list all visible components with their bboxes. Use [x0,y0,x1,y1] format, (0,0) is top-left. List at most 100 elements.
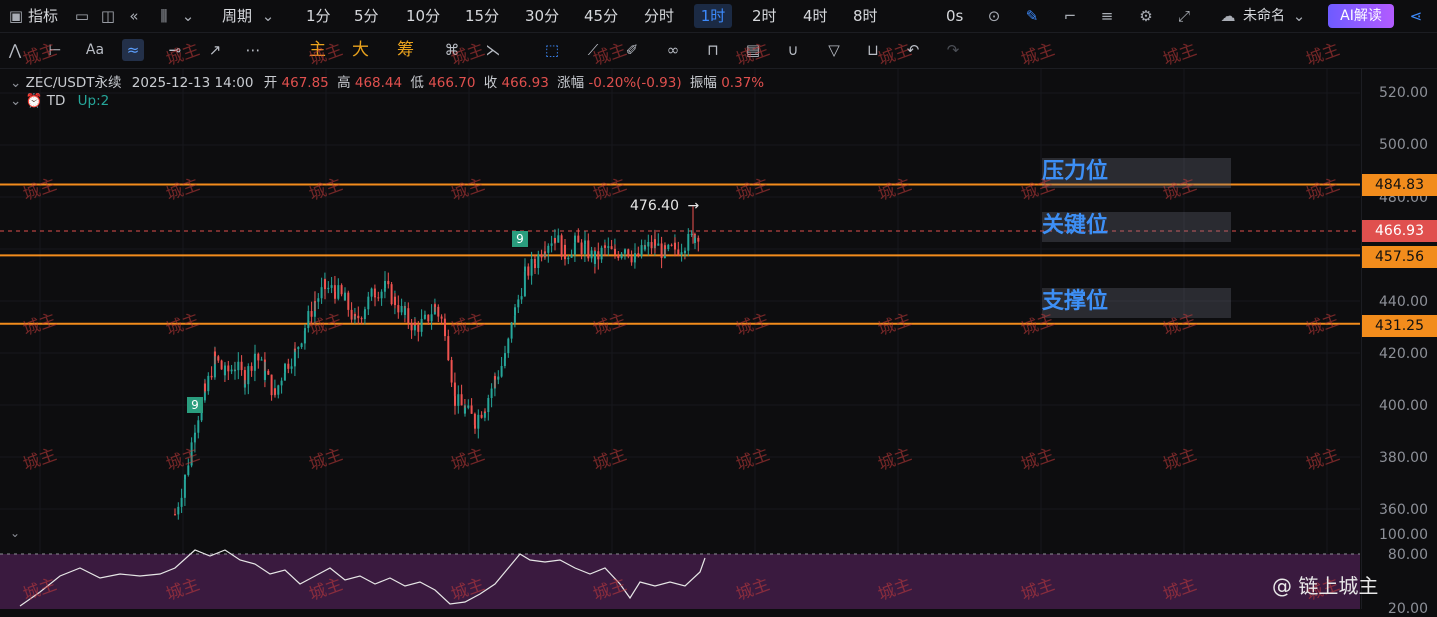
low-value: 466.70 [428,75,476,91]
timeframe-1h[interactable]: 1时 [694,4,732,28]
camera-icon[interactable]: ⊙ [987,7,1001,25]
candle-body [634,253,636,260]
candle-body [483,411,486,418]
pattern-tool-icon[interactable]: ≈ [122,39,144,61]
filter-icon[interactable]: ▽ [828,41,840,59]
rsi-collapse-icon[interactable]: ⌄ [10,526,21,540]
timeframe-5m[interactable]: 5分 [354,7,379,25]
layout-name[interactable]: 未命名 [1243,8,1285,24]
layout-chevron-icon[interactable]: ⌄ [1292,7,1306,25]
candle-body [417,324,420,332]
measure-icon[interactable]: ⋋ [485,41,501,59]
candle-body [240,361,243,371]
rsi-band [0,554,1360,609]
list-icon[interactable]: ≡ [1100,7,1114,25]
lock-icon[interactable]: ⊓ [707,41,719,59]
timeframe-2h[interactable]: 2时 [752,7,777,25]
candle-body [253,354,256,371]
candle-body [293,348,296,367]
fullscreen-icon[interactable]: ⤢ [1177,7,1190,25]
main-chip[interactable]: 主 [309,40,326,60]
timeframe-4h[interactable]: 4时 [803,7,828,25]
candle-body [320,287,323,299]
candle-body [427,314,430,322]
indicator-icon[interactable]: ▣ [8,7,24,25]
timeframe-1m[interactable]: 1分 [306,7,331,25]
candle-body [334,291,336,299]
timeframe-8h[interactable]: 8时 [853,7,878,25]
candle-type-icon[interactable]: ⫼ [160,7,168,25]
undo-icon[interactable]: ↶ [906,41,920,59]
period-button[interactable]: 周期 [222,7,253,25]
timeframe-10m[interactable]: 10分 [406,7,441,25]
candle-body [424,314,426,316]
indicator-collapse-icon[interactable]: ⌄ [10,93,22,109]
candle-body [670,244,673,246]
collapse-icon[interactable]: ⌄ [10,75,22,91]
key-price-tag: 457.56 [1362,246,1437,268]
settings-icon[interactable]: ⚙ [1139,7,1153,25]
candle-body [510,322,513,339]
trash-icon[interactable]: ⊔ [867,41,879,59]
pen-icon[interactable]: ✎ [1025,7,1039,25]
rsi-pane[interactable] [0,524,1360,609]
price-axis[interactable]: 520.00 500.00 480.00 440.00 420.00 400.0… [1361,69,1437,617]
candle-body [234,370,236,372]
cloud-icon[interactable]: ☁ [1220,7,1236,25]
ruler-icon[interactable]: ⟋ [587,41,599,59]
candle-body [680,252,683,255]
rewind-icon[interactable]: « [129,7,139,25]
note-icon[interactable]: ⌐ [1063,7,1077,25]
candle-body [690,233,693,235]
td-count-marker: 9 [512,231,528,247]
share-icon[interactable]: ⋖ [1409,7,1423,25]
compare-icon[interactable]: ◫ [100,7,116,25]
price-line-icon[interactable]: ⊸ [168,41,182,59]
candle-body [230,369,233,372]
candlestick-chart[interactable] [0,69,1360,609]
resistance-label: 压力位 [1042,159,1109,184]
candle-body [347,292,350,310]
candle-body [247,366,250,385]
select-icon[interactable]: ⬚ [544,41,560,59]
candle-body [270,374,273,396]
text-tool[interactable]: Aa [85,42,105,58]
ray-tool-icon[interactable]: ↗ [208,41,222,59]
timeframe-tick[interactable]: 分时 [644,7,675,25]
timeframe-45m[interactable]: 45分 [584,7,619,25]
candle-body [350,309,353,320]
alarm-icon[interactable]: ⏰ [25,93,43,109]
candle-body [544,251,546,253]
candle-body [437,306,440,317]
candle-body [197,420,200,433]
candle-body [487,398,490,413]
timeframe-30m[interactable]: 30分 [525,7,560,25]
timeframe-15m[interactable]: 15分 [465,7,500,25]
brush-icon[interactable]: ✐ [625,41,639,59]
magnet-icon[interactable]: ∪ [787,41,799,59]
support-label-box [1042,288,1231,318]
candle-body [384,280,386,289]
calendar-icon[interactable]: ▭ [74,7,90,25]
candle-body [534,263,536,269]
period-chevron-icon[interactable]: ⌄ [261,7,275,25]
chip-distribution[interactable]: 筹 [397,40,414,60]
candle-body [337,285,340,299]
candle-body [354,314,356,316]
redo-icon[interactable]: ↷ [946,41,960,59]
big-chip[interactable]: 大 [352,40,369,60]
indicator-button[interactable]: 指标 [28,7,59,25]
horizontal-line-icon[interactable]: ⊢ [48,41,62,59]
more-tools-icon[interactable]: ⋯ [245,41,261,59]
candle-body [364,309,366,311]
candle-body [420,318,423,332]
candle-body [374,295,376,298]
edit-icon[interactable]: ⌘ [444,41,460,59]
template-icon[interactable]: ▤ [745,41,761,59]
binoculars-icon[interactable]: ∞ [666,41,680,59]
ai-analysis-button[interactable]: AI解读 [1328,4,1394,28]
chevron-down-icon[interactable]: ⌄ [181,7,195,25]
key-label-box [1042,212,1231,242]
trend-tool-icon[interactable]: ⋀ [8,41,22,59]
candle-body [324,279,326,290]
